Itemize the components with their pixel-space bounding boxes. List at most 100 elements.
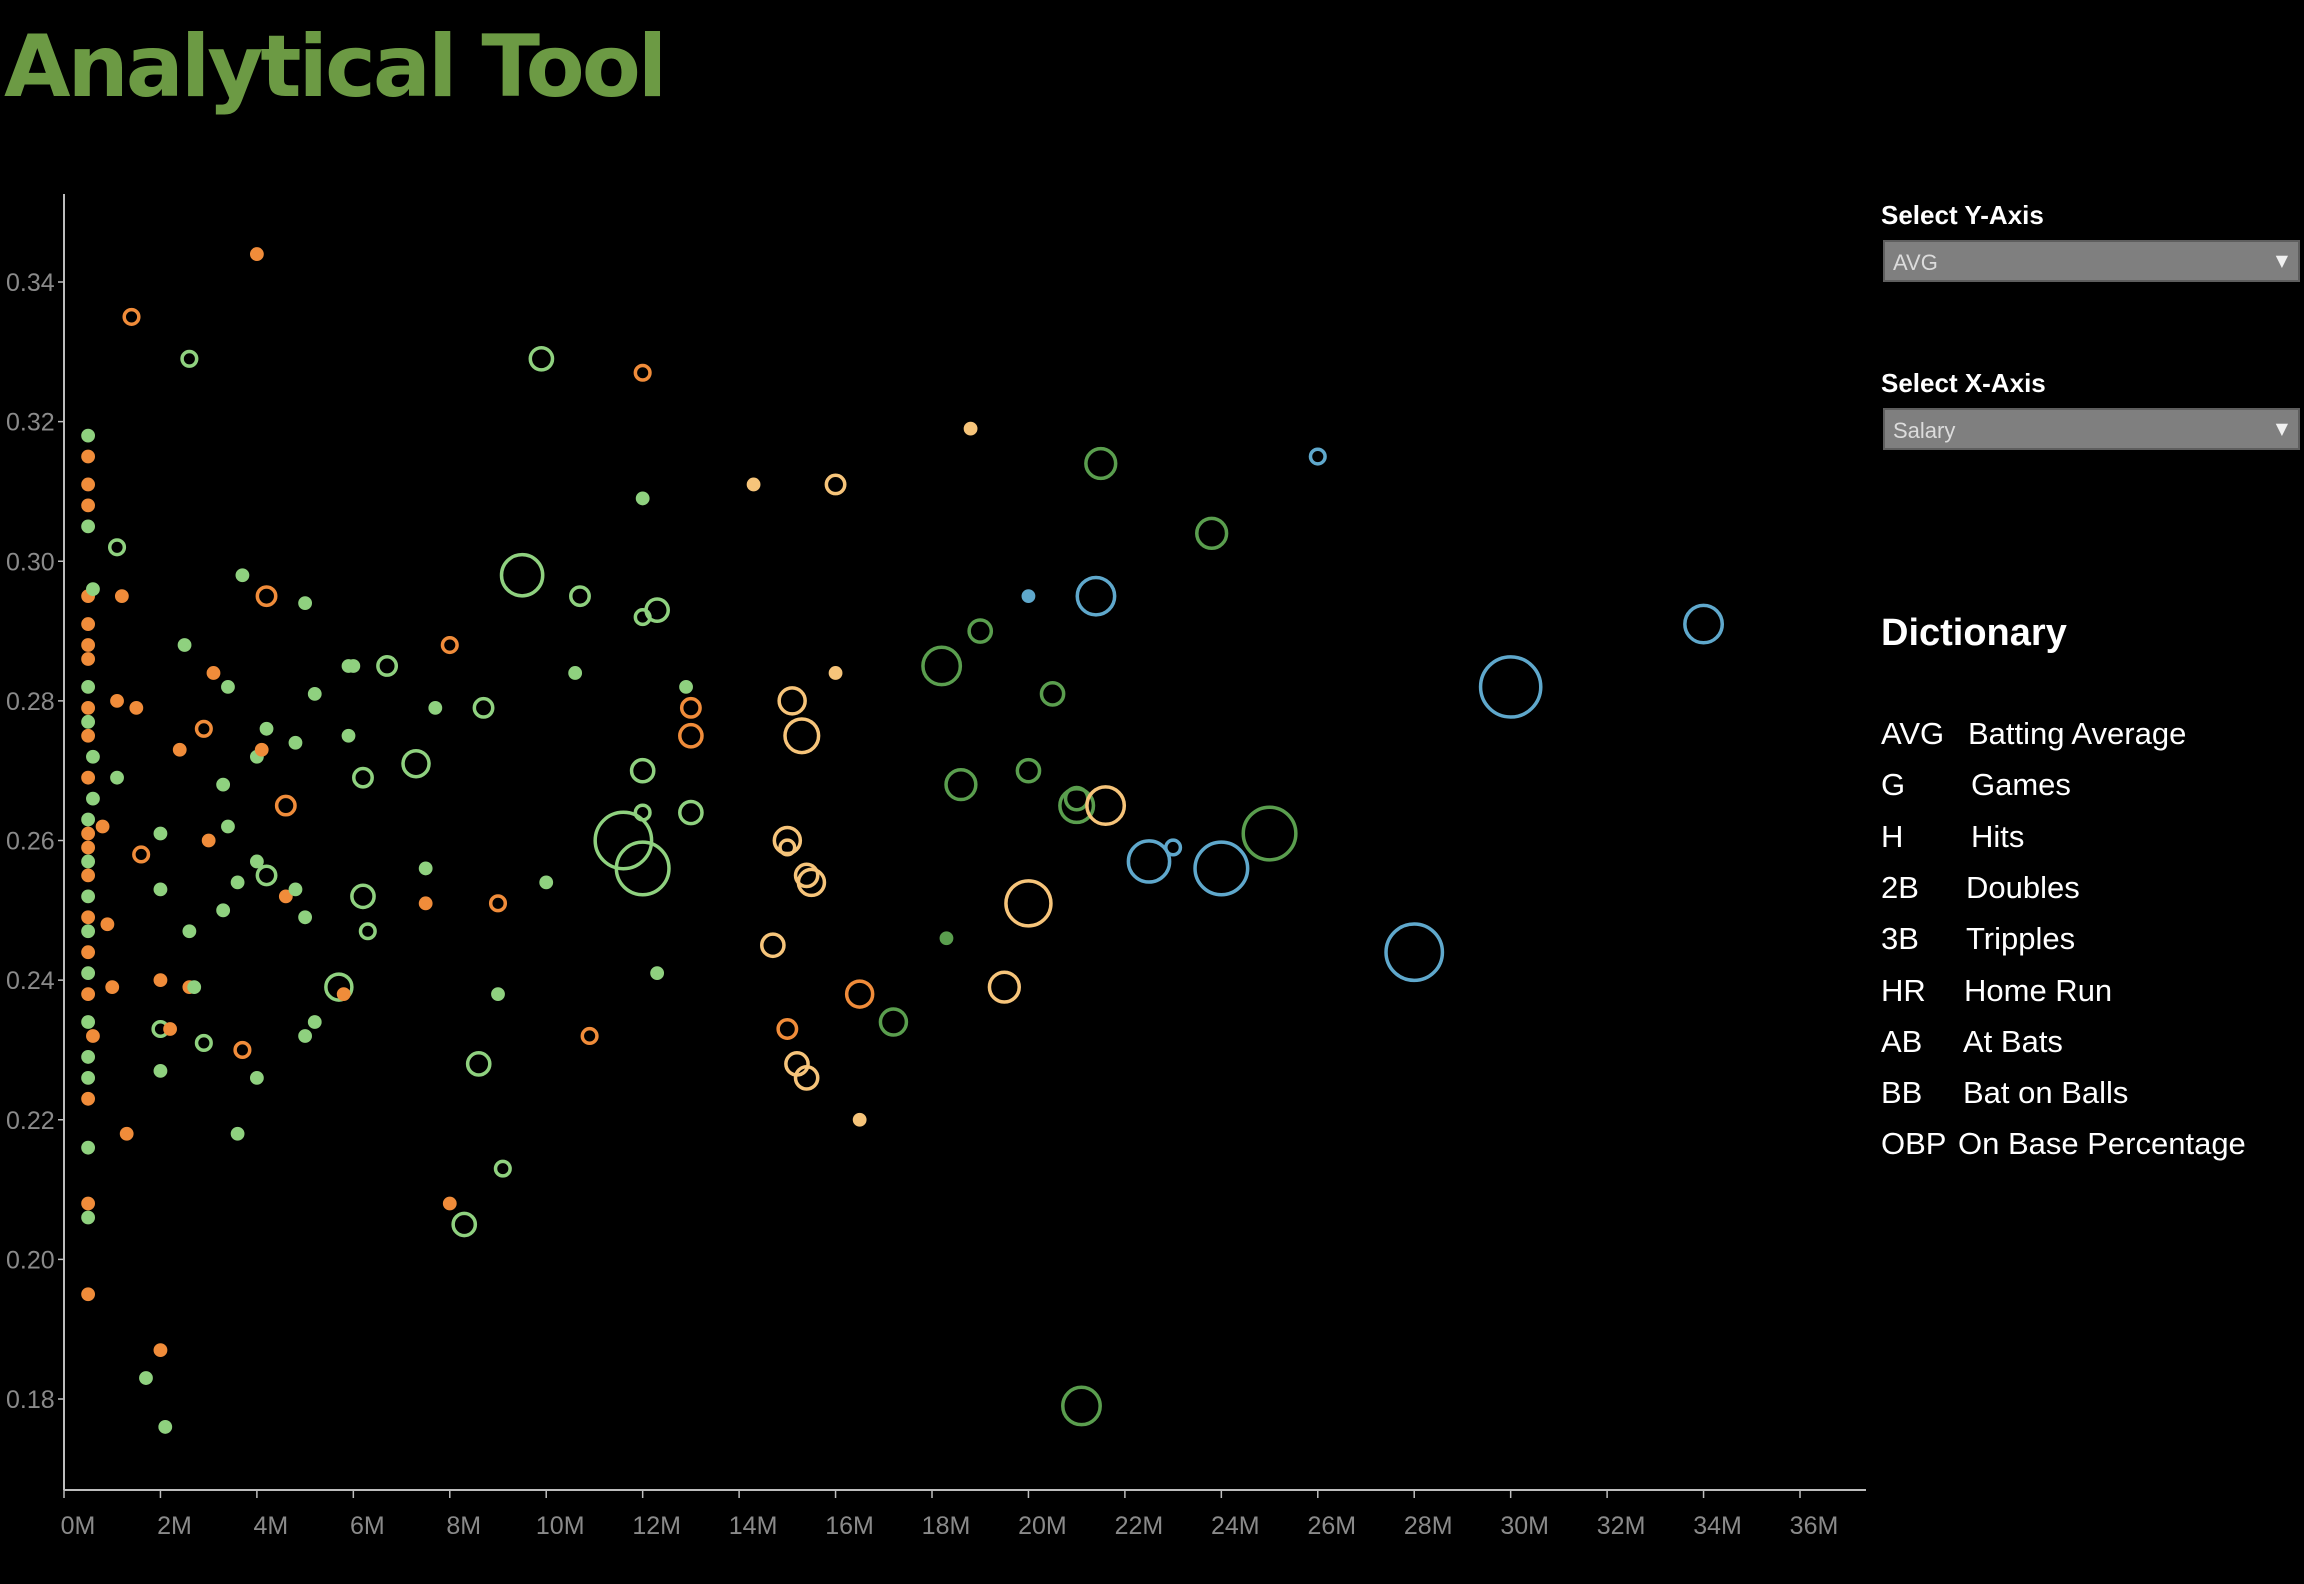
data-point [81, 945, 96, 960]
data-point [493, 1159, 512, 1178]
data-point [249, 247, 264, 261]
data-point [967, 618, 994, 644]
data-point [81, 1015, 96, 1029]
x-axis-select[interactable]: Salary ▼ [1883, 408, 2300, 450]
data-point [1241, 805, 1298, 862]
data-point [401, 748, 431, 779]
data-point [107, 538, 127, 557]
data-point [81, 700, 96, 715]
data-point [488, 894, 508, 913]
data-point [878, 1007, 909, 1037]
data-point [221, 680, 235, 694]
dictionary-abbr: H [1881, 818, 1904, 854]
data-point [1126, 839, 1172, 884]
x-axis-select-value: Salary [1893, 418, 1956, 443]
data-point [824, 473, 847, 496]
data-point [580, 1026, 599, 1046]
data-point [746, 477, 761, 492]
data-point [1015, 757, 1042, 784]
data-point [346, 659, 361, 673]
data-point [249, 854, 264, 869]
data-point [793, 1065, 820, 1091]
data-point [163, 1022, 177, 1036]
data-point [341, 728, 356, 743]
data-point [336, 987, 351, 1001]
data-point [153, 1063, 168, 1078]
x-tick-label: 0M [61, 1512, 96, 1540]
dictionary-desc: Games [1971, 767, 2071, 803]
data-point [1193, 840, 1250, 897]
x-tick-label: 6M [350, 1512, 385, 1540]
data-point [1039, 681, 1066, 707]
data-point [465, 1051, 492, 1077]
data-point [86, 1029, 100, 1043]
data-point [499, 552, 545, 598]
y-axis-select[interactable]: AVG ▼ [1883, 240, 2300, 282]
data-point [358, 922, 377, 941]
data-point [153, 882, 168, 897]
data-point [777, 686, 807, 716]
x-tick-label: 26M [1307, 1512, 1356, 1540]
data-point [1195, 516, 1229, 550]
dictionary-abbr: AB [1881, 1023, 1923, 1059]
data-point [844, 979, 875, 1009]
data-point [593, 810, 654, 871]
data-point [783, 717, 821, 755]
data-point [110, 693, 124, 708]
data-point [679, 680, 693, 694]
x-tick-label: 16M [825, 1512, 874, 1540]
data-point [1085, 785, 1127, 827]
data-point [255, 585, 278, 608]
x-tick-label: 22M [1115, 1512, 1164, 1540]
data-point [153, 973, 168, 988]
data-point [307, 1015, 322, 1029]
data-point [81, 924, 96, 939]
dictionary-abbr: 2B [1881, 869, 1919, 905]
data-point [129, 700, 144, 715]
data-point [221, 819, 235, 834]
data-point [158, 1420, 173, 1434]
data-point [1478, 655, 1543, 719]
data-point [679, 696, 702, 719]
data-point [307, 686, 322, 701]
data-point [114, 589, 129, 604]
data-point [298, 910, 313, 925]
x-tick-label: 28M [1404, 1512, 1453, 1540]
data-point [81, 714, 96, 729]
x-tick-label: 4M [254, 1512, 289, 1540]
data-point [1075, 575, 1117, 617]
data-point [95, 819, 110, 834]
data-point [828, 666, 843, 680]
data-point [1384, 922, 1445, 983]
data-point [528, 345, 555, 372]
y-axis: 0.18 0.20 0.22 0.24 0.26 0.28 0.30 0.32 0.34 [6, 194, 65, 1490]
data-point [81, 1070, 96, 1085]
data-point [678, 722, 704, 749]
data-point [230, 1126, 245, 1141]
x-tick-label: 30M [1500, 1512, 1549, 1540]
x-tick-label: 12M [632, 1512, 681, 1540]
data-point [987, 970, 1021, 1004]
data-point [650, 966, 665, 981]
data-point [230, 875, 245, 890]
y-tick-label: 0.18 [6, 1386, 55, 1414]
data-point [81, 1091, 96, 1106]
data-point [100, 917, 115, 932]
data-point [633, 803, 652, 822]
dictionary-desc: Home Run [1964, 972, 2113, 1008]
data-point [153, 826, 168, 841]
data-point [440, 635, 459, 655]
data-point [187, 980, 202, 995]
data-point [644, 597, 670, 623]
data-point [255, 864, 278, 887]
data-point [81, 652, 96, 666]
data-point [81, 910, 96, 925]
data-point [81, 812, 96, 827]
data-point [206, 666, 221, 680]
y-tick-label: 0.32 [6, 409, 55, 437]
dictionary-abbr: HR [1881, 972, 1926, 1008]
dictionary-title: Dictionary [1881, 612, 2067, 654]
data-point [132, 845, 151, 864]
x-tick-label: 2M [157, 1512, 192, 1540]
data-point [122, 307, 141, 326]
